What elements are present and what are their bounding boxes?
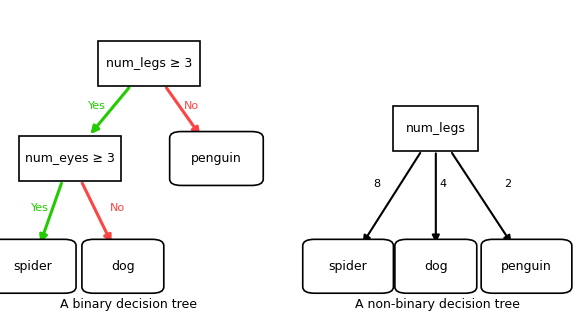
Text: dog: dog (111, 260, 135, 273)
Text: num_eyes ≥ 3: num_eyes ≥ 3 (25, 152, 115, 165)
Text: Yes: Yes (31, 203, 49, 213)
FancyBboxPatch shape (395, 239, 477, 293)
Text: penguin: penguin (191, 152, 242, 165)
Text: spider: spider (329, 260, 367, 273)
Text: dog: dog (424, 260, 448, 273)
Text: 8: 8 (373, 179, 380, 189)
Text: No: No (184, 101, 199, 111)
Text: Yes: Yes (88, 101, 105, 111)
Text: num_legs ≥ 3: num_legs ≥ 3 (106, 57, 192, 70)
FancyBboxPatch shape (303, 239, 393, 293)
FancyBboxPatch shape (0, 239, 76, 293)
Text: num_legs: num_legs (406, 122, 466, 135)
FancyBboxPatch shape (393, 106, 479, 151)
Text: 2: 2 (504, 179, 511, 189)
FancyBboxPatch shape (19, 136, 122, 181)
Text: 4: 4 (439, 179, 446, 189)
FancyBboxPatch shape (170, 132, 263, 185)
Text: No: No (109, 203, 125, 213)
Text: A binary decision tree: A binary decision tree (60, 298, 197, 311)
FancyBboxPatch shape (98, 41, 200, 86)
FancyBboxPatch shape (82, 239, 164, 293)
FancyBboxPatch shape (481, 239, 572, 293)
Text: penguin: penguin (501, 260, 552, 273)
Text: A non-binary decision tree: A non-binary decision tree (355, 298, 520, 311)
Text: spider: spider (13, 260, 51, 273)
